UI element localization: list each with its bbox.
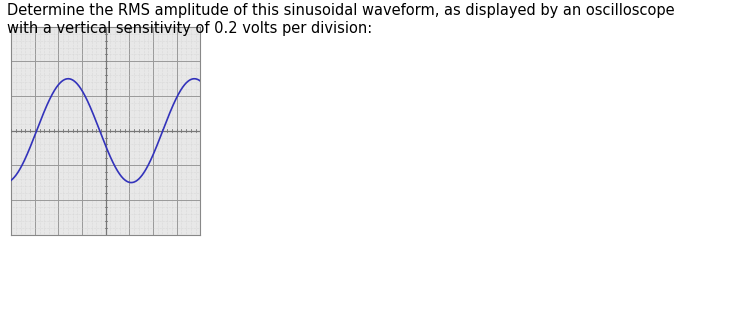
- Text: Determine the RMS amplitude of this sinusoidal waveform, as displayed by an osci: Determine the RMS amplitude of this sinu…: [7, 3, 675, 36]
